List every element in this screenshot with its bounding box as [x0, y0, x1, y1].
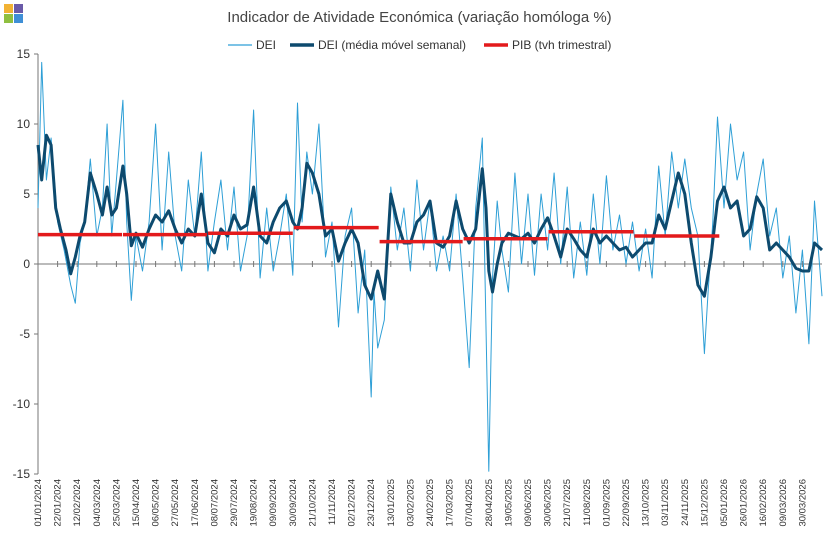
x-tick-label: 03/02/2025	[405, 479, 416, 527]
legend-label: DEI	[256, 38, 276, 52]
y-tick-label: -10	[13, 397, 31, 411]
x-tick-label: 08/07/2024	[209, 479, 220, 527]
legend-label: DEI (média móvel semanal)	[318, 38, 466, 52]
x-tick-label: 22/09/2025	[621, 479, 632, 527]
x-tick-label: 01/09/2025	[601, 479, 612, 527]
y-tick-label: 5	[23, 187, 30, 201]
y-tick-label: 10	[17, 117, 31, 131]
x-tick-label: 09/03/2026	[778, 479, 789, 527]
x-tick-label: 17/06/2024	[190, 479, 201, 527]
x-tick-label: 13/10/2025	[641, 479, 652, 527]
x-tick-label: 17/03/2025	[445, 479, 456, 527]
x-tick-label: 22/01/2024	[53, 479, 64, 527]
logo-tile	[14, 4, 23, 13]
x-tick-label: 19/05/2025	[503, 479, 514, 527]
logo-tile	[14, 14, 23, 23]
x-tick-label: 11/11/2024	[327, 479, 338, 525]
x-tick-label: 29/07/2024	[229, 479, 240, 527]
x-tick-label: 21/07/2025	[562, 479, 573, 527]
x-tick-label: 25/03/2024	[111, 479, 122, 527]
y-tick-label: -5	[19, 327, 30, 341]
logo-tile	[4, 14, 13, 23]
x-tick-label: 01/01/2024	[33, 479, 44, 527]
x-tick-label: 15/04/2024	[131, 479, 142, 527]
x-tick-label: 02/12/2024	[347, 479, 358, 527]
dei-moving-average-line	[36, 133, 824, 301]
x-tick-label: 13/01/2025	[386, 479, 397, 527]
x-tick-label: 28/04/2025	[484, 479, 495, 527]
legend-label: PIB (tvh trimestral)	[512, 38, 611, 52]
x-tick-label: 21/10/2024	[307, 479, 318, 527]
x-tick-label: 24/11/2025	[680, 479, 691, 526]
x-tick-label: 15/12/2025	[699, 479, 710, 527]
x-tick-label: 09/06/2025	[523, 479, 534, 527]
x-tick-label: 04/03/2024	[92, 479, 103, 527]
brand-logo	[4, 4, 24, 24]
x-tick-label: 06/05/2024	[151, 479, 162, 527]
x-tick-label: 30/09/2024	[288, 479, 299, 527]
logo-tile	[4, 4, 13, 13]
x-tick-label: 19/08/2024	[249, 479, 260, 527]
x-tick-label: 24/02/2025	[425, 479, 436, 527]
y-tick-label: 0	[23, 257, 30, 271]
x-tick-label: 07/04/2025	[464, 479, 475, 527]
x-tick-label: 30/06/2025	[543, 479, 554, 527]
x-tick-label: 11/08/2025	[582, 479, 593, 526]
x-tick-label: 27/05/2024	[170, 479, 181, 527]
chart-title: Indicador de Atividade Económica (variaç…	[227, 9, 612, 26]
x-tick-label: 03/11/2025	[660, 479, 671, 526]
x-tick-label: 09/09/2024	[268, 479, 279, 527]
x-tick-label: 05/01/2026	[719, 479, 730, 527]
y-tick-label: -15	[13, 467, 31, 481]
x-tick-label: 26/01/2026	[739, 479, 750, 527]
x-tick-label: 16/02/2026	[758, 479, 769, 527]
x-tick-label: 12/02/2024	[72, 479, 83, 527]
x-tick-label: 30/03/2026	[797, 479, 808, 527]
y-tick-label: 15	[17, 47, 31, 61]
dei-line	[37, 61, 823, 472]
x-tick-label: 23/12/2024	[366, 479, 377, 527]
